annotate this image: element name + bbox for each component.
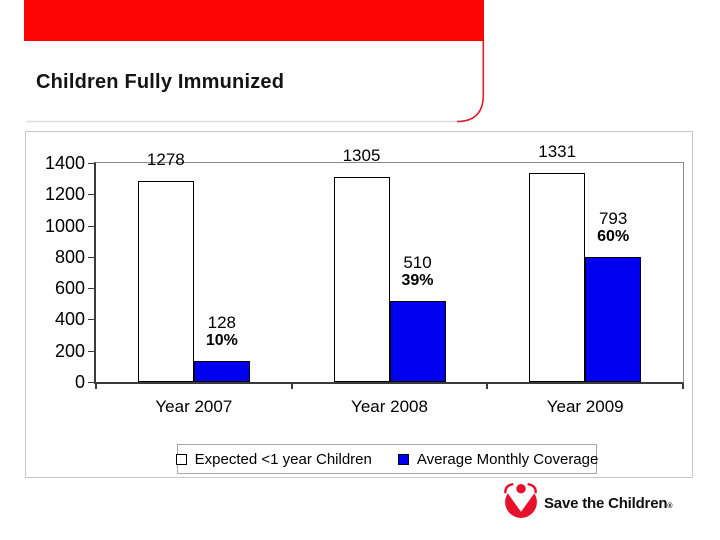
y-axis-label: 1000 <box>44 215 85 236</box>
bar-coverage <box>389 301 446 382</box>
y-axis-tick <box>88 319 95 320</box>
legend-item-coverage: Average Monthly Coverage <box>397 450 599 468</box>
bar-value-label-block: 793 60% <box>597 210 629 246</box>
bar-expected <box>333 177 390 382</box>
bar-percent-label: 39% <box>401 272 434 289</box>
y-axis-label: 0 <box>74 372 85 392</box>
y-axis-tick <box>88 351 95 352</box>
header-shape <box>24 0 485 123</box>
y-axis-label: 200 <box>54 340 85 361</box>
x-axis-tick <box>95 384 97 389</box>
expected-series-marker-icon <box>175 453 187 465</box>
bar-value-label-block: 128 10% <box>206 314 238 350</box>
legend-label-expected: Expected <1 year Children <box>194 450 372 468</box>
bar-percent-label: 60% <box>597 228 630 245</box>
bar-value-label: 1331 <box>538 142 577 161</box>
bar-value-label: 128 <box>207 313 237 332</box>
bar-expected <box>137 181 194 382</box>
logo-wordmark: Save the Children <box>544 495 668 512</box>
header-red-bar <box>24 0 484 41</box>
plot-area: 1278 128 10% 1305 510 39% 1331 793 60% <box>94 143 684 384</box>
registered-mark: ® <box>667 503 673 510</box>
x-axis-tick <box>682 384 684 389</box>
y-axis-label: 1200 <box>44 184 85 205</box>
chart-legend: Expected <1 year Children Average Monthl… <box>175 444 599 474</box>
y-axis-label: 600 <box>54 278 85 299</box>
bar-value-label: 793 <box>598 209 628 228</box>
page-title: Children Fully Immunized <box>36 71 285 93</box>
bar-value-label: 1305 <box>342 146 381 165</box>
save-the-children-logo: Save the Children® <box>502 481 672 519</box>
legend-item-expected: Expected <1 year Children <box>175 450 372 468</box>
y-axis-label: 400 <box>54 309 85 330</box>
category-label: Year 2008 <box>351 397 428 416</box>
y-axis-label: 1400 <box>44 153 85 173</box>
bar-percent-label: 10% <box>205 332 238 349</box>
bar-value-label: 510 <box>403 253 432 272</box>
y-axis-label: 800 <box>54 246 85 267</box>
bar-coverage <box>585 257 642 382</box>
bar-coverage <box>193 361 250 382</box>
bar-value-label-block: 510 39% <box>401 254 433 290</box>
chart-frame: 1278 128 10% 1305 510 39% 1331 793 60% 1400 1200 1… <box>25 131 693 478</box>
bar-expected <box>529 173 586 382</box>
category-label: Year 2007 <box>155 397 233 416</box>
legend-label-coverage: Average Monthly Coverage <box>416 450 599 468</box>
title-card-red-edge <box>456 38 485 123</box>
logo-text: Save the Children® <box>544 495 672 512</box>
x-axis-tick <box>486 384 489 389</box>
y-axis-tick <box>88 163 95 164</box>
y-axis-tick <box>88 382 95 383</box>
category-label: Year 2009 <box>546 397 624 416</box>
y-axis-tick <box>88 288 95 289</box>
y-axis-tick <box>88 226 95 227</box>
y-axis-tick <box>88 194 95 195</box>
y-axis-tick <box>88 257 95 258</box>
bar-value-label: 1278 <box>146 150 185 169</box>
logo-mark-icon <box>504 482 537 518</box>
x-axis-tick <box>290 384 293 389</box>
coverage-series-marker-icon <box>397 453 409 465</box>
